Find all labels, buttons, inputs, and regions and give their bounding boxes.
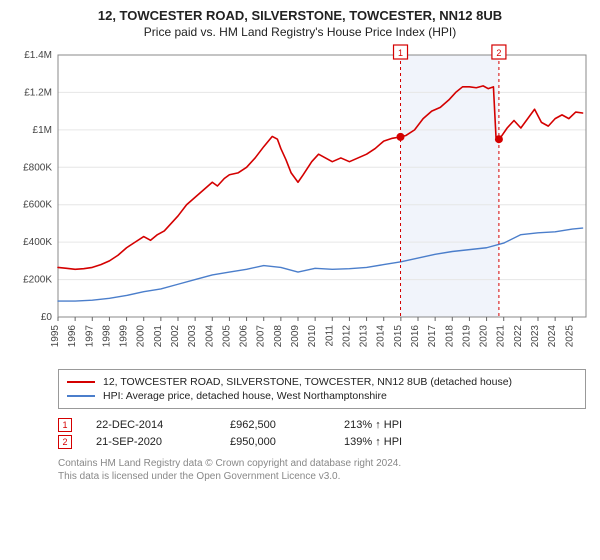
y-axis-label: £1.4M bbox=[24, 50, 52, 61]
line-chart: £0 £200K £400K £600K £800K £1M £1.2M £1.4M 1995 1… bbox=[8, 43, 592, 363]
highlight-band bbox=[401, 55, 499, 317]
sale-row: 1 22-DEC-2014 £962,500 213% ↑ HPI bbox=[58, 418, 586, 432]
footnote-line: This data is licensed under the Open Gov… bbox=[58, 471, 586, 484]
legend-swatch bbox=[67, 381, 95, 383]
x-axis-label: 2020 bbox=[479, 325, 490, 348]
sale-date: 21-SEP-2020 bbox=[96, 436, 206, 448]
x-axis-label: 2014 bbox=[376, 325, 387, 348]
sale-marker: 1 bbox=[58, 418, 72, 432]
x-axis-label: 2022 bbox=[513, 325, 524, 348]
legend-swatch bbox=[67, 395, 95, 397]
x-axis-label: 2024 bbox=[547, 325, 558, 348]
callout-number: 1 bbox=[398, 48, 403, 58]
legend-row: HPI: Average price, detached house, West… bbox=[67, 390, 577, 402]
y-axis-label: £400K bbox=[23, 237, 52, 248]
x-axis-label: 2006 bbox=[239, 325, 250, 348]
x-axis-label: 1998 bbox=[101, 325, 112, 348]
x-axis-label: 2021 bbox=[496, 325, 507, 348]
legend-label: 12, TOWCESTER ROAD, SILVERSTONE, TOWCEST… bbox=[103, 376, 512, 388]
series-hpi bbox=[58, 228, 583, 301]
x-axis-label: 2023 bbox=[530, 325, 541, 348]
x-axis-label: 1996 bbox=[67, 325, 78, 348]
x-axis-label: 2025 bbox=[564, 325, 575, 348]
page-title: 12, TOWCESTER ROAD, SILVERSTONE, TOWCEST… bbox=[8, 8, 592, 23]
x-axis-label: 2013 bbox=[359, 325, 370, 348]
sale-point bbox=[495, 135, 503, 143]
x-axis-label: 2007 bbox=[256, 325, 267, 348]
x-axis-label: 2004 bbox=[204, 325, 215, 348]
x-axis-label: 2005 bbox=[221, 325, 232, 348]
legend-row: 12, TOWCESTER ROAD, SILVERSTONE, TOWCEST… bbox=[67, 376, 577, 388]
sale-price: £950,000 bbox=[230, 436, 320, 448]
x-axis-label: 2016 bbox=[410, 325, 421, 348]
y-axis-label: £200K bbox=[23, 275, 52, 286]
sale-marker: 2 bbox=[58, 435, 72, 449]
legend: 12, TOWCESTER ROAD, SILVERSTONE, TOWCEST… bbox=[58, 369, 586, 409]
y-axis-label: £0 bbox=[41, 312, 53, 323]
x-axis-label: 2015 bbox=[393, 325, 404, 348]
x-axis-label: 2008 bbox=[273, 325, 284, 348]
x-axis-label: 2017 bbox=[427, 325, 438, 348]
x-axis-label: 2010 bbox=[307, 325, 318, 348]
y-axis-label: £1.2M bbox=[24, 87, 52, 98]
x-axis-label: 1995 bbox=[50, 325, 61, 348]
y-axis-label: £800K bbox=[23, 162, 52, 173]
footnote: Contains HM Land Registry data © Crown c… bbox=[58, 458, 586, 483]
sale-point bbox=[397, 133, 405, 141]
sales-table: 1 22-DEC-2014 £962,500 213% ↑ HPI 2 21-SEP-20… bbox=[58, 415, 586, 452]
x-axis-label: 2002 bbox=[170, 325, 181, 348]
sale-delta: 139% ↑ HPI bbox=[344, 436, 402, 448]
x-axis-label: 1999 bbox=[119, 325, 130, 348]
sale-delta: 213% ↑ HPI bbox=[344, 419, 402, 431]
sale-date: 22-DEC-2014 bbox=[96, 419, 206, 431]
x-axis-label: 2019 bbox=[461, 325, 472, 348]
x-axis-label: 1997 bbox=[84, 325, 95, 348]
x-axis-label: 2003 bbox=[187, 325, 198, 348]
x-axis-label: 2011 bbox=[324, 325, 335, 347]
x-axis-label: 2012 bbox=[341, 325, 352, 348]
legend-label: HPI: Average price, detached house, West… bbox=[103, 390, 387, 402]
chart-area: £0 £200K £400K £600K £800K £1M £1.2M £1.4M 1995 1… bbox=[8, 43, 592, 363]
x-axis-label: 2009 bbox=[290, 325, 301, 348]
x-axis-label: 2000 bbox=[136, 325, 147, 348]
footnote-line: Contains HM Land Registry data © Crown c… bbox=[58, 458, 586, 471]
sale-price: £962,500 bbox=[230, 419, 320, 431]
x-axis-label: 2001 bbox=[153, 325, 164, 348]
sale-row: 2 21-SEP-2020 £950,000 139% ↑ HPI bbox=[58, 435, 586, 449]
y-axis-label: £1M bbox=[33, 125, 52, 136]
callout-number: 2 bbox=[496, 48, 501, 58]
y-axis-label: £600K bbox=[23, 200, 52, 211]
x-axis-label: 2018 bbox=[444, 325, 455, 348]
page-subtitle: Price paid vs. HM Land Registry's House … bbox=[8, 25, 592, 39]
plot-border bbox=[58, 55, 586, 317]
